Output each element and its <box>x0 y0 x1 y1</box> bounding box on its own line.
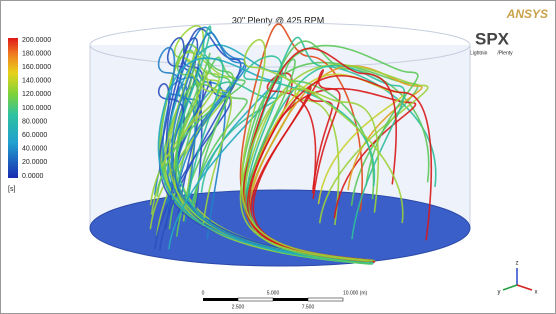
legend-label: 80.0000 <box>22 118 47 125</box>
color-bar <box>8 38 18 178</box>
scale-label: 0 <box>202 290 205 296</box>
legend-label: 60.0000 <box>22 132 47 139</box>
scale-label: 7.500 <box>302 304 315 310</box>
legend-label: 0.0000 <box>22 173 44 180</box>
legend-unit: [s] <box>8 186 15 193</box>
legend-label: 100.0000 <box>22 105 51 112</box>
legend-label: 180.0000 <box>22 50 51 57</box>
triad-label: x <box>535 290 538 296</box>
triad <box>503 268 532 290</box>
legend: 200.0000 180.0000 160.0000 140.0000 120.0000… <box>22 37 51 180</box>
legend-label: 120.0000 <box>22 91 51 98</box>
scale-bar <box>203 298 343 301</box>
legend-label: 200.0000 <box>22 37 51 44</box>
triad-label: z <box>516 261 519 267</box>
scale-label: 2.500 <box>232 304 245 310</box>
legend-label: 20.0000 <box>22 159 47 166</box>
triad-label: y <box>498 290 501 296</box>
scale-label: 5.000 <box>267 290 280 296</box>
viewport: 30" Plenty @ 425 RPM ANSYS SPX /Lightnin… <box>0 0 556 314</box>
legend-label: 140.0000 <box>22 78 51 85</box>
brand: ANSYS <box>506 7 548 21</box>
legend-label: 160.0000 <box>22 64 51 71</box>
logo: SPX <box>475 29 510 48</box>
legend-label: 40.0000 <box>22 146 47 153</box>
scale-label: 10.000 (m) <box>343 290 368 296</box>
logo-sub: /Lightnin <box>469 50 488 56</box>
logo-sub: /Plenty <box>497 50 513 56</box>
